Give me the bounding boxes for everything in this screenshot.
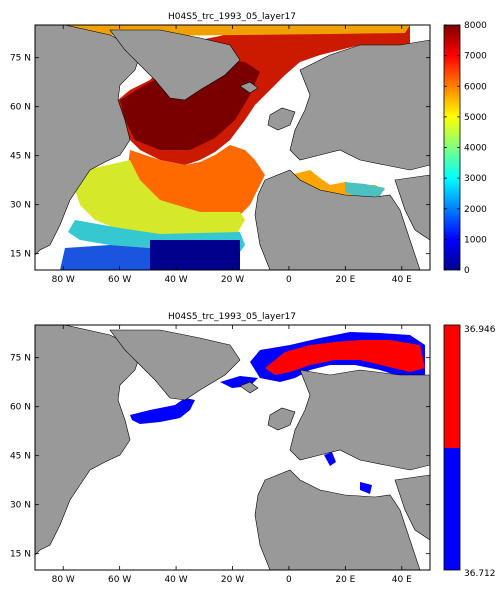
bottom-x-tick-labels: 80 W 60 W 40 W 20 W 0 20 E 40 E bbox=[52, 575, 412, 585]
aegean-blue-field bbox=[360, 482, 372, 494]
bottom-colorbar: 36.946 36.712 bbox=[443, 324, 496, 579]
y-tick-label: 30 N bbox=[10, 501, 31, 511]
top-colorbar-ticks bbox=[444, 24, 460, 271]
bottom-colorbar-lower-band bbox=[444, 448, 460, 570]
labrador-blue-field bbox=[130, 398, 195, 424]
subtropical-field bbox=[75, 160, 245, 236]
top-x-tick-labels: 80 W 60 W 40 W 20 W 0 20 E 40 E bbox=[52, 275, 412, 285]
colorbar-tick-label: 4000 bbox=[464, 144, 487, 154]
colorbar-max-label: 36.946 bbox=[464, 325, 496, 335]
east-med-field bbox=[345, 182, 385, 198]
bottom-chart-title: H04S5_trc_1993_05_layer17 bbox=[168, 312, 296, 322]
top-land bbox=[35, 25, 430, 270]
top-map-area bbox=[35, 25, 430, 270]
x-tick-label: 40 W bbox=[164, 275, 187, 285]
x-tick-label: 0 bbox=[286, 575, 292, 585]
top-y-tick-labels: 15 N 30 N 45 N 60 N 75 N bbox=[10, 54, 31, 260]
colorbar-tick-label: 6000 bbox=[464, 82, 487, 92]
colorbar-tick-label: 7000 bbox=[464, 52, 487, 62]
europe-land bbox=[289, 39, 430, 171]
top-axis-ticks bbox=[35, 25, 430, 270]
bottom-colorbar-frame bbox=[443, 324, 461, 571]
africa-land bbox=[254, 169, 421, 270]
x-tick-label: 20 W bbox=[221, 275, 244, 285]
british-isles-land bbox=[267, 407, 296, 431]
colorbar-tick-label: 0 bbox=[464, 266, 470, 276]
y-tick-label: 75 N bbox=[10, 354, 31, 364]
x-tick-label: 60 W bbox=[108, 575, 131, 585]
greenland-land bbox=[109, 29, 241, 101]
iceland-land bbox=[239, 81, 259, 94]
y-tick-label: 60 N bbox=[10, 103, 31, 113]
colorbar-tick-label: 8000 bbox=[464, 21, 487, 31]
y-tick-label: 15 N bbox=[10, 550, 31, 560]
colorbar-tick-label: 3000 bbox=[464, 174, 487, 184]
x-tick-label: 80 W bbox=[52, 275, 75, 285]
greenland-land bbox=[109, 329, 241, 401]
bottom-land bbox=[35, 325, 430, 570]
africa-land bbox=[254, 469, 421, 570]
bottom-axis-ticks bbox=[35, 325, 430, 570]
y-tick-label: 45 N bbox=[10, 452, 31, 462]
top-tracer-field bbox=[40, 25, 410, 270]
x-tick-label: 20 E bbox=[335, 575, 355, 585]
y-tick-label: 75 N bbox=[10, 54, 31, 64]
bottom-y-tick-labels: 15 N 30 N 45 N 60 N 75 N bbox=[10, 354, 31, 560]
y-tick-label: 30 N bbox=[10, 201, 31, 211]
x-tick-label: 40 E bbox=[392, 275, 412, 285]
x-tick-label: 0 bbox=[286, 275, 292, 285]
labrador-field bbox=[120, 60, 260, 150]
deep-blue-field bbox=[150, 240, 240, 270]
y-tick-label: 15 N bbox=[10, 250, 31, 260]
colorbar-tick-label: 1000 bbox=[464, 235, 487, 245]
top-colorbar: 0 1000 2000 3000 4000 5000 6000 7000 800… bbox=[443, 21, 487, 276]
x-tick-label: 40 W bbox=[164, 575, 187, 585]
bottom-chart: H04S5_trc_1993_05_layer17 bbox=[10, 312, 496, 585]
x-tick-label: 80 W bbox=[52, 575, 75, 585]
british-isles-land bbox=[267, 107, 296, 131]
arabia-land bbox=[394, 174, 430, 241]
y-tick-label: 45 N bbox=[10, 152, 31, 162]
x-tick-label: 20 W bbox=[221, 575, 244, 585]
bottom-map-area bbox=[35, 325, 430, 570]
y-tick-label: 60 N bbox=[10, 403, 31, 413]
x-tick-label: 20 E bbox=[335, 275, 355, 285]
adriatic-blue-field bbox=[324, 452, 336, 466]
iceland-land bbox=[239, 381, 259, 394]
bottom-colorbar-upper-band bbox=[444, 325, 460, 448]
arabia-land bbox=[394, 474, 430, 541]
x-tick-label: 40 E bbox=[392, 575, 412, 585]
top-chart: H04S5_trc_1993_05_layer17 bbox=[10, 12, 487, 285]
colorbar-tick-label: 5000 bbox=[464, 113, 487, 123]
colorbar-min-label: 36.712 bbox=[464, 569, 496, 579]
top-chart-title: H04S5_trc_1993_05_layer17 bbox=[168, 12, 296, 22]
nordic-red-field bbox=[265, 340, 425, 375]
colorbar-tick-label: 2000 bbox=[464, 205, 487, 215]
mid-lat-field bbox=[128, 145, 265, 215]
europe-land bbox=[289, 369, 430, 471]
x-tick-label: 60 W bbox=[108, 275, 131, 285]
